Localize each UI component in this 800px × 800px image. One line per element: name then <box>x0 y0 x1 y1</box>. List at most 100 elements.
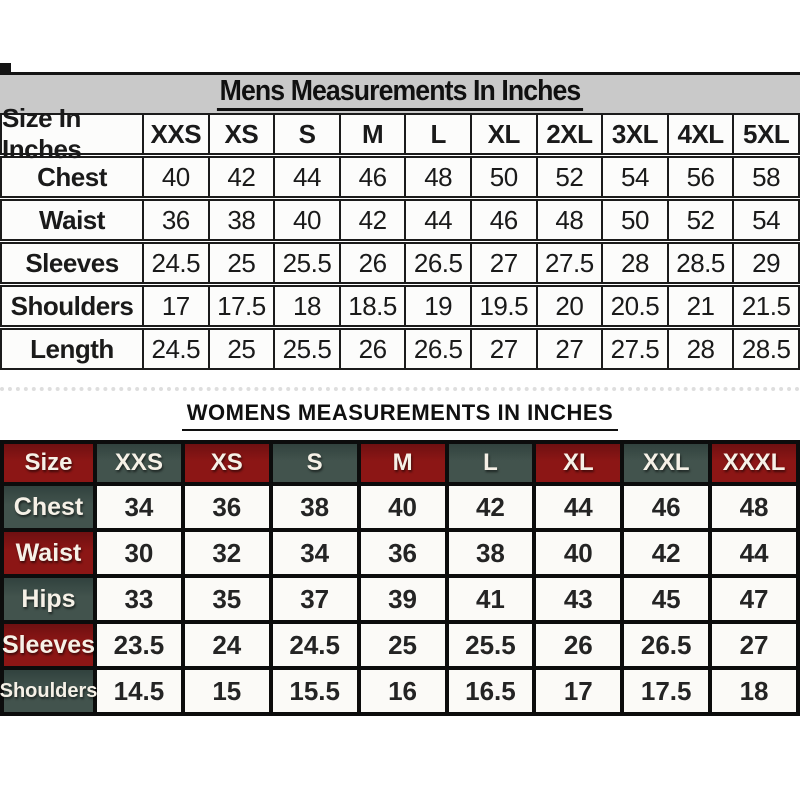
mens-value-cell: 28 <box>601 244 667 282</box>
womens-value-cell: 43 <box>536 578 621 620</box>
mens-value-cell: 19.5 <box>469 287 536 325</box>
mens-value-cell: 25.5 <box>273 330 339 368</box>
womens-header-cell: XS <box>184 444 269 482</box>
mens-value-cell: 52 <box>535 158 602 196</box>
mens-header-cell: XS <box>207 115 274 153</box>
mens-value-cell: 36 <box>142 201 208 239</box>
mens-value-cell: 27 <box>535 330 602 368</box>
womens-value-cell: 36 <box>360 532 445 574</box>
womens-value-cell: 39 <box>360 578 445 620</box>
womens-value-cell: 23.5 <box>97 624 181 666</box>
mens-value-cell: 42 <box>207 158 274 196</box>
womens-value-cell: 48 <box>712 486 796 528</box>
mens-value-cell: 40 <box>273 201 339 239</box>
womens-value-cell: 24 <box>184 624 269 666</box>
mens-value-cell: 26 <box>338 244 405 282</box>
womens-value-cell: 42 <box>624 532 709 574</box>
mens-value-cell: 25.5 <box>273 244 339 282</box>
womens-value-cell: 33 <box>97 578 181 620</box>
mens-header-size-label: Size In Inches <box>2 103 82 164</box>
mens-value-cell: 25 <box>207 330 274 368</box>
mens-header-cell: 4XL <box>666 115 733 153</box>
womens-value-cell: 44 <box>536 486 621 528</box>
mens-value-cell: 24.5 <box>142 330 208 368</box>
mens-value-cell: 54 <box>601 158 667 196</box>
mens-size-table: Size In Inches XXS XS S M L XL 2XL 3XL 4XL 5XL Ches… <box>0 103 800 370</box>
mens-header-cell: 2XL <box>535 115 602 153</box>
mens-table-row: Length 24.5 25 25.5 26 26.5 27 27 27.5 28 28.5 <box>0 328 800 370</box>
womens-value-cell: 17.5 <box>624 670 709 712</box>
womens-row-label: Hips <box>4 578 93 620</box>
mens-value-cell: 27.5 <box>601 330 667 368</box>
mens-header-cell: L <box>404 115 470 153</box>
womens-value-cell: 15.5 <box>272 670 357 712</box>
womens-value-cell: 15 <box>184 670 269 712</box>
mens-value-cell: 48 <box>404 158 470 196</box>
mens-header-cell: M <box>338 115 405 153</box>
corner-artifact-mark <box>0 63 11 73</box>
mens-title-band: Mens Measurements In Inches <box>0 72 800 113</box>
womens-row-label: Sleeves <box>2 624 95 666</box>
womens-value-cell: 47 <box>712 578 796 620</box>
womens-value-cell: 14.5 <box>97 670 181 712</box>
womens-size-table: Size XXS XS S M L XL XXL XXXL Chest 34 36 38 40 42 44 46… <box>0 440 800 716</box>
mens-value-cell: 46 <box>338 158 405 196</box>
mens-value-cell: 20 <box>535 287 602 325</box>
womens-value-cell: 27 <box>712 624 796 666</box>
mens-row-label: Shoulders <box>10 290 134 321</box>
mens-table-title: Mens Measurements In Inches <box>216 77 584 111</box>
womens-value-cell: 44 <box>712 532 796 574</box>
mens-value-cell: 24.5 <box>142 244 208 282</box>
womens-value-cell: 40 <box>536 532 621 574</box>
mens-header-cell: XXS <box>142 115 208 153</box>
mens-table-row: Chest 40 42 44 46 48 50 52 54 56 58 <box>0 156 800 198</box>
mens-value-cell: 44 <box>273 158 339 196</box>
mens-row-label: Waist <box>39 204 105 235</box>
womens-value-cell: 34 <box>272 532 357 574</box>
womens-header-cell: XL <box>536 444 621 482</box>
womens-value-cell: 46 <box>624 486 709 528</box>
womens-value-cell: 41 <box>448 578 533 620</box>
womens-value-cell: 16 <box>360 670 445 712</box>
mens-header-cell: S <box>273 115 339 153</box>
mens-value-cell: 20.5 <box>601 287 667 325</box>
womens-value-cell: 34 <box>97 486 181 528</box>
mens-value-cell: 27.5 <box>535 244 602 282</box>
mens-value-cell: 18.5 <box>338 287 405 325</box>
womens-value-cell: 32 <box>184 532 269 574</box>
womens-value-cell: 40 <box>360 486 445 528</box>
womens-header-cell: M <box>360 444 445 482</box>
womens-value-cell: 38 <box>448 532 533 574</box>
mens-value-cell: 19 <box>404 287 470 325</box>
mens-value-cell: 25 <box>207 244 274 282</box>
mens-header-cell: 3XL <box>601 115 667 153</box>
womens-value-cell: 18 <box>712 670 796 712</box>
womens-title-row: WOMENS MEASUREMENTS IN INCHES <box>0 400 800 434</box>
mens-header-row: Size In Inches XXS XS S M L XL 2XL 3XL 4XL 5XL <box>0 103 800 164</box>
womens-value-cell: 25.5 <box>448 624 533 666</box>
mens-value-cell: 40 <box>142 158 208 196</box>
mens-value-cell: 44 <box>404 201 470 239</box>
mens-value-cell: 38 <box>207 201 274 239</box>
mens-value-cell: 58 <box>732 158 798 196</box>
mens-table-row: Shoulders 17 17.5 18 18.5 19 19.5 20 20.5 21 21.5 <box>0 285 800 327</box>
mens-value-cell: 46 <box>469 201 536 239</box>
mens-value-cell: 48 <box>535 201 602 239</box>
womens-header-cell: S <box>272 444 357 482</box>
mens-header-cell: 5XL <box>732 115 798 153</box>
mens-row-label: Sleeves <box>25 247 119 278</box>
womens-value-cell: 42 <box>448 486 533 528</box>
womens-header-cell: XXS <box>97 444 181 482</box>
mens-value-cell: 52 <box>666 201 733 239</box>
womens-row-label: Shoulders <box>0 670 97 712</box>
mens-value-cell: 28.5 <box>666 244 733 282</box>
womens-value-cell: 26 <box>536 624 621 666</box>
womens-value-cell: 37 <box>272 578 357 620</box>
womens-row-label: Waist <box>4 532 93 574</box>
mens-value-cell: 28 <box>666 330 733 368</box>
mens-table-row: Waist 36 38 40 42 44 46 48 50 52 54 <box>0 199 800 241</box>
mens-value-cell: 27 <box>469 330 536 368</box>
womens-value-cell: 17 <box>536 670 621 712</box>
womens-row-label: Chest <box>4 486 93 528</box>
mens-value-cell: 54 <box>732 201 798 239</box>
